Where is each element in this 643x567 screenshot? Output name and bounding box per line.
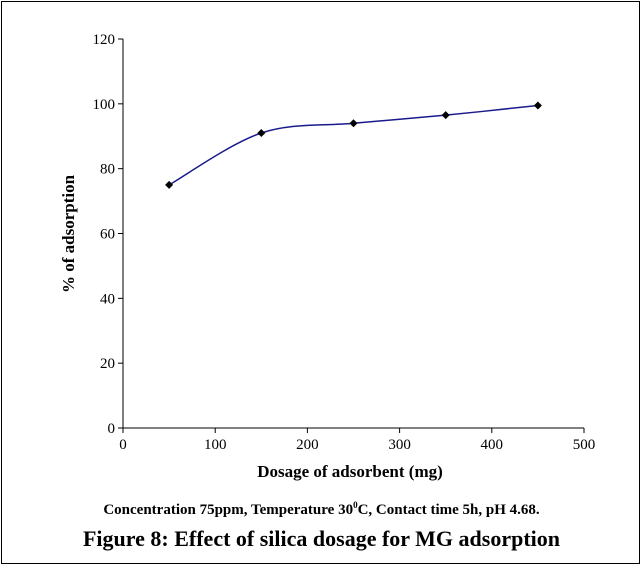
x-tick-label: 400 bbox=[481, 437, 504, 453]
figure-caption: Figure 8: Effect of silica dosage for MG… bbox=[2, 526, 641, 552]
y-tick-label: 120 bbox=[93, 32, 116, 48]
data-point-marker bbox=[442, 111, 450, 119]
y-axis-label: % of adsorption bbox=[59, 174, 78, 293]
data-markers bbox=[165, 101, 542, 188]
y-tick-label: 20 bbox=[100, 356, 115, 372]
x-tick-label: 300 bbox=[388, 437, 411, 453]
data-point-marker bbox=[534, 101, 542, 109]
y-tick-label: 0 bbox=[108, 421, 116, 437]
y-tick-label: 80 bbox=[100, 162, 115, 178]
x-tick-label: 500 bbox=[573, 437, 596, 453]
x-tick-label: 0 bbox=[119, 437, 127, 453]
y-tick-label: 40 bbox=[100, 291, 115, 307]
conditions-text-end: C, Contact time 5h, pH 4.68. bbox=[358, 502, 540, 518]
x-axis-label: Dosage of adsorbent (mg) bbox=[257, 462, 443, 481]
x-tick-label: 100 bbox=[204, 437, 227, 453]
line-chart: 0 20 40 60 80 100 120 0 100 200 300 400 500 % of ad… bbox=[2, 2, 641, 497]
x-axis: 0 100 200 300 400 500 bbox=[119, 428, 595, 453]
x-tick-label: 200 bbox=[296, 437, 319, 453]
data-point-marker bbox=[165, 181, 173, 189]
y-tick-label: 60 bbox=[100, 227, 115, 243]
y-axis: 0 20 40 60 80 100 120 bbox=[93, 32, 124, 437]
data-point-marker bbox=[350, 119, 358, 127]
y-tick-label: 100 bbox=[93, 97, 116, 113]
series-line bbox=[169, 105, 538, 184]
experimental-conditions: Concentration 75ppm, Temperature 300C, C… bbox=[2, 500, 641, 519]
conditions-text-main: Concentration 75ppm, Temperature 30 bbox=[103, 502, 353, 518]
data-point-marker bbox=[257, 129, 265, 137]
